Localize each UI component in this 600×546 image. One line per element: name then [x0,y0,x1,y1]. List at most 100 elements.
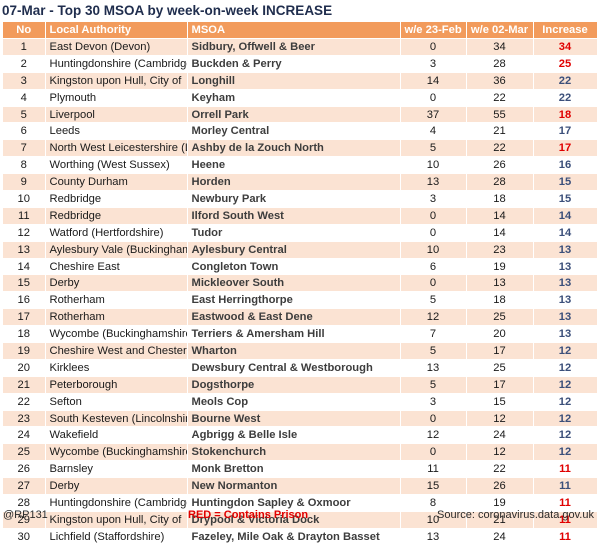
table-row: 8 Worthing (West Sussex) Heene 10 26 16 [3,156,598,175]
column-header-msoa: MSOA [187,22,401,39]
increase-cell: 12 [533,426,598,445]
author-handle: @RP131 [3,509,48,521]
row-number-cell: 6 [3,122,46,141]
we-23-feb-cell: 0 [400,410,467,428]
row-number-cell: 21 [3,376,46,394]
local-authority-cell: Rotherham [45,308,188,327]
we-02-mar-cell: 14 [466,224,534,242]
row-number-cell: 14 [3,258,46,276]
row-number-cell: 3 [3,72,46,90]
row-number-cell: 24 [3,426,46,445]
we-23-feb-cell: 3 [400,55,467,73]
local-authority-cell: Wycombe (Buckinghamshire) [45,325,188,344]
table-row: 15 Derby Mickleover South 0 13 13 [3,274,598,293]
table-row: 25 Wycombe (Buckinghamshire) Stokenchurch 0… [3,443,598,462]
local-authority-cell: Liverpool [45,106,188,124]
local-authority-cell: Huntingdonshire (Cambridgeshire) [45,55,188,73]
we-02-mar-cell: 17 [466,376,534,394]
increase-cell: 12 [533,443,598,462]
page-title: 07-Mar - Top 30 MSOA by week-on-week INC… [2,3,333,18]
local-authority-cell: Leeds [45,122,188,141]
local-authority-cell: Huntingdonshire (Cambridgeshire) [45,494,188,512]
local-authority-cell: South Kesteven (Lincolnshire) [45,410,188,428]
msoa-cell: Horden [187,173,401,192]
increase-cell: 25 [533,55,598,73]
column-header-local-authority: Local Authority [45,22,188,39]
table-row: 18 Wycombe (Buckinghamshire) Terriers & Am… [3,325,598,344]
msoa-cell: Bourne West [187,410,401,428]
increase-cell: 11 [533,494,598,512]
row-number-cell: 15 [3,274,46,293]
table-row: 11 Redbridge Ilford South West 0 14 14 [3,207,598,225]
column-header-no: No [3,22,46,39]
increase-cell: 22 [533,89,598,107]
local-authority-cell: Lichfield (Staffordshire) [45,528,188,546]
we-02-mar-cell: 21 [466,122,534,141]
increase-cell: 13 [533,291,598,310]
row-number-cell: 10 [3,190,46,208]
we-02-mar-cell: 19 [466,494,534,512]
local-authority-cell: Kingston upon Hull, City of [45,72,188,90]
row-number-cell: 22 [3,393,46,411]
we-02-mar-cell: 17 [466,342,534,360]
we-02-mar-cell: 22 [466,460,534,479]
increase-cell: 34 [533,38,598,56]
prison-legend: RED = Contains Prison [188,509,309,521]
we-02-mar-cell: 22 [466,139,534,158]
table-row: 22 Sefton Meols Cop 3 15 12 [3,393,598,411]
we-23-feb-cell: 37 [400,106,467,124]
local-authority-cell: Cheshire West and Chester [45,342,188,360]
local-authority-cell: Redbridge [45,190,188,208]
increase-cell: 13 [533,258,598,276]
we-02-mar-cell: 15 [466,393,534,411]
table-row: 14 Cheshire East Congleton Town 6 19 13 [3,258,598,276]
we-23-feb-cell: 12 [400,426,467,445]
local-authority-cell: Barnsley [45,460,188,479]
row-number-cell: 25 [3,443,46,462]
msoa-cell: Mickleover South [187,274,401,293]
row-number-cell: 28 [3,494,46,512]
increase-cell: 12 [533,359,598,377]
we-02-mar-cell: 24 [466,528,534,546]
msoa-cell: New Normanton [187,477,401,496]
local-authority-cell: Aylesbury Vale (Buckinghamshire) [45,241,188,259]
we-23-feb-cell: 3 [400,190,467,208]
row-number-cell: 4 [3,89,46,107]
local-authority-cell: East Devon (Devon) [45,38,188,56]
we-23-feb-cell: 0 [400,89,467,107]
msoa-cell: Dewsbury Central & Westborough [187,359,401,377]
increase-cell: 14 [533,224,598,242]
we-02-mar-cell: 26 [466,477,534,496]
we-23-feb-cell: 8 [400,494,467,512]
local-authority-cell: County Durham [45,173,188,192]
msoa-cell: Meols Cop [187,393,401,411]
increase-cell: 15 [533,173,598,192]
we-23-feb-cell: 11 [400,460,467,479]
table-row: 9 County Durham Horden 13 28 15 [3,173,598,192]
msoa-cell: Eastwood & East Dene [187,308,401,327]
row-number-cell: 13 [3,241,46,259]
table-row: 10 Redbridge Newbury Park 3 18 15 [3,190,598,208]
we-02-mar-cell: 28 [466,55,534,73]
we-02-mar-cell: 26 [466,156,534,175]
table-row: 3 Kingston upon Hull, City of Longhill 14 36… [3,72,598,90]
msoa-cell: Orrell Park [187,106,401,124]
local-authority-cell: North West Leicestershire (Leicestershir… [45,139,188,158]
local-authority-cell: Derby [45,274,188,293]
row-number-cell: 12 [3,224,46,242]
we-23-feb-cell: 0 [400,443,467,462]
footer: @RP131 RED = Contains Prison Source: cor… [0,508,600,523]
local-authority-cell: Wycombe (Buckinghamshire) [45,443,188,462]
row-number-cell: 27 [3,477,46,496]
we-02-mar-cell: 25 [466,359,534,377]
source-note: Source: coronavirus.data.gov.uk [437,509,594,521]
msoa-cell: Terriers & Amersham Hill [187,325,401,344]
we-02-mar-cell: 12 [466,410,534,428]
we-02-mar-cell: 25 [466,308,534,327]
msoa-cell: Dogsthorpe [187,376,401,394]
we-02-mar-cell: 19 [466,258,534,276]
table-row: 12 Watford (Hertfordshire) Tudor 0 14 14 [3,224,598,242]
we-02-mar-cell: 23 [466,241,534,259]
table-row: 30 Lichfield (Staffordshire) Fazeley, Mile… [3,528,598,546]
column-header-increase: Increase [533,22,598,39]
